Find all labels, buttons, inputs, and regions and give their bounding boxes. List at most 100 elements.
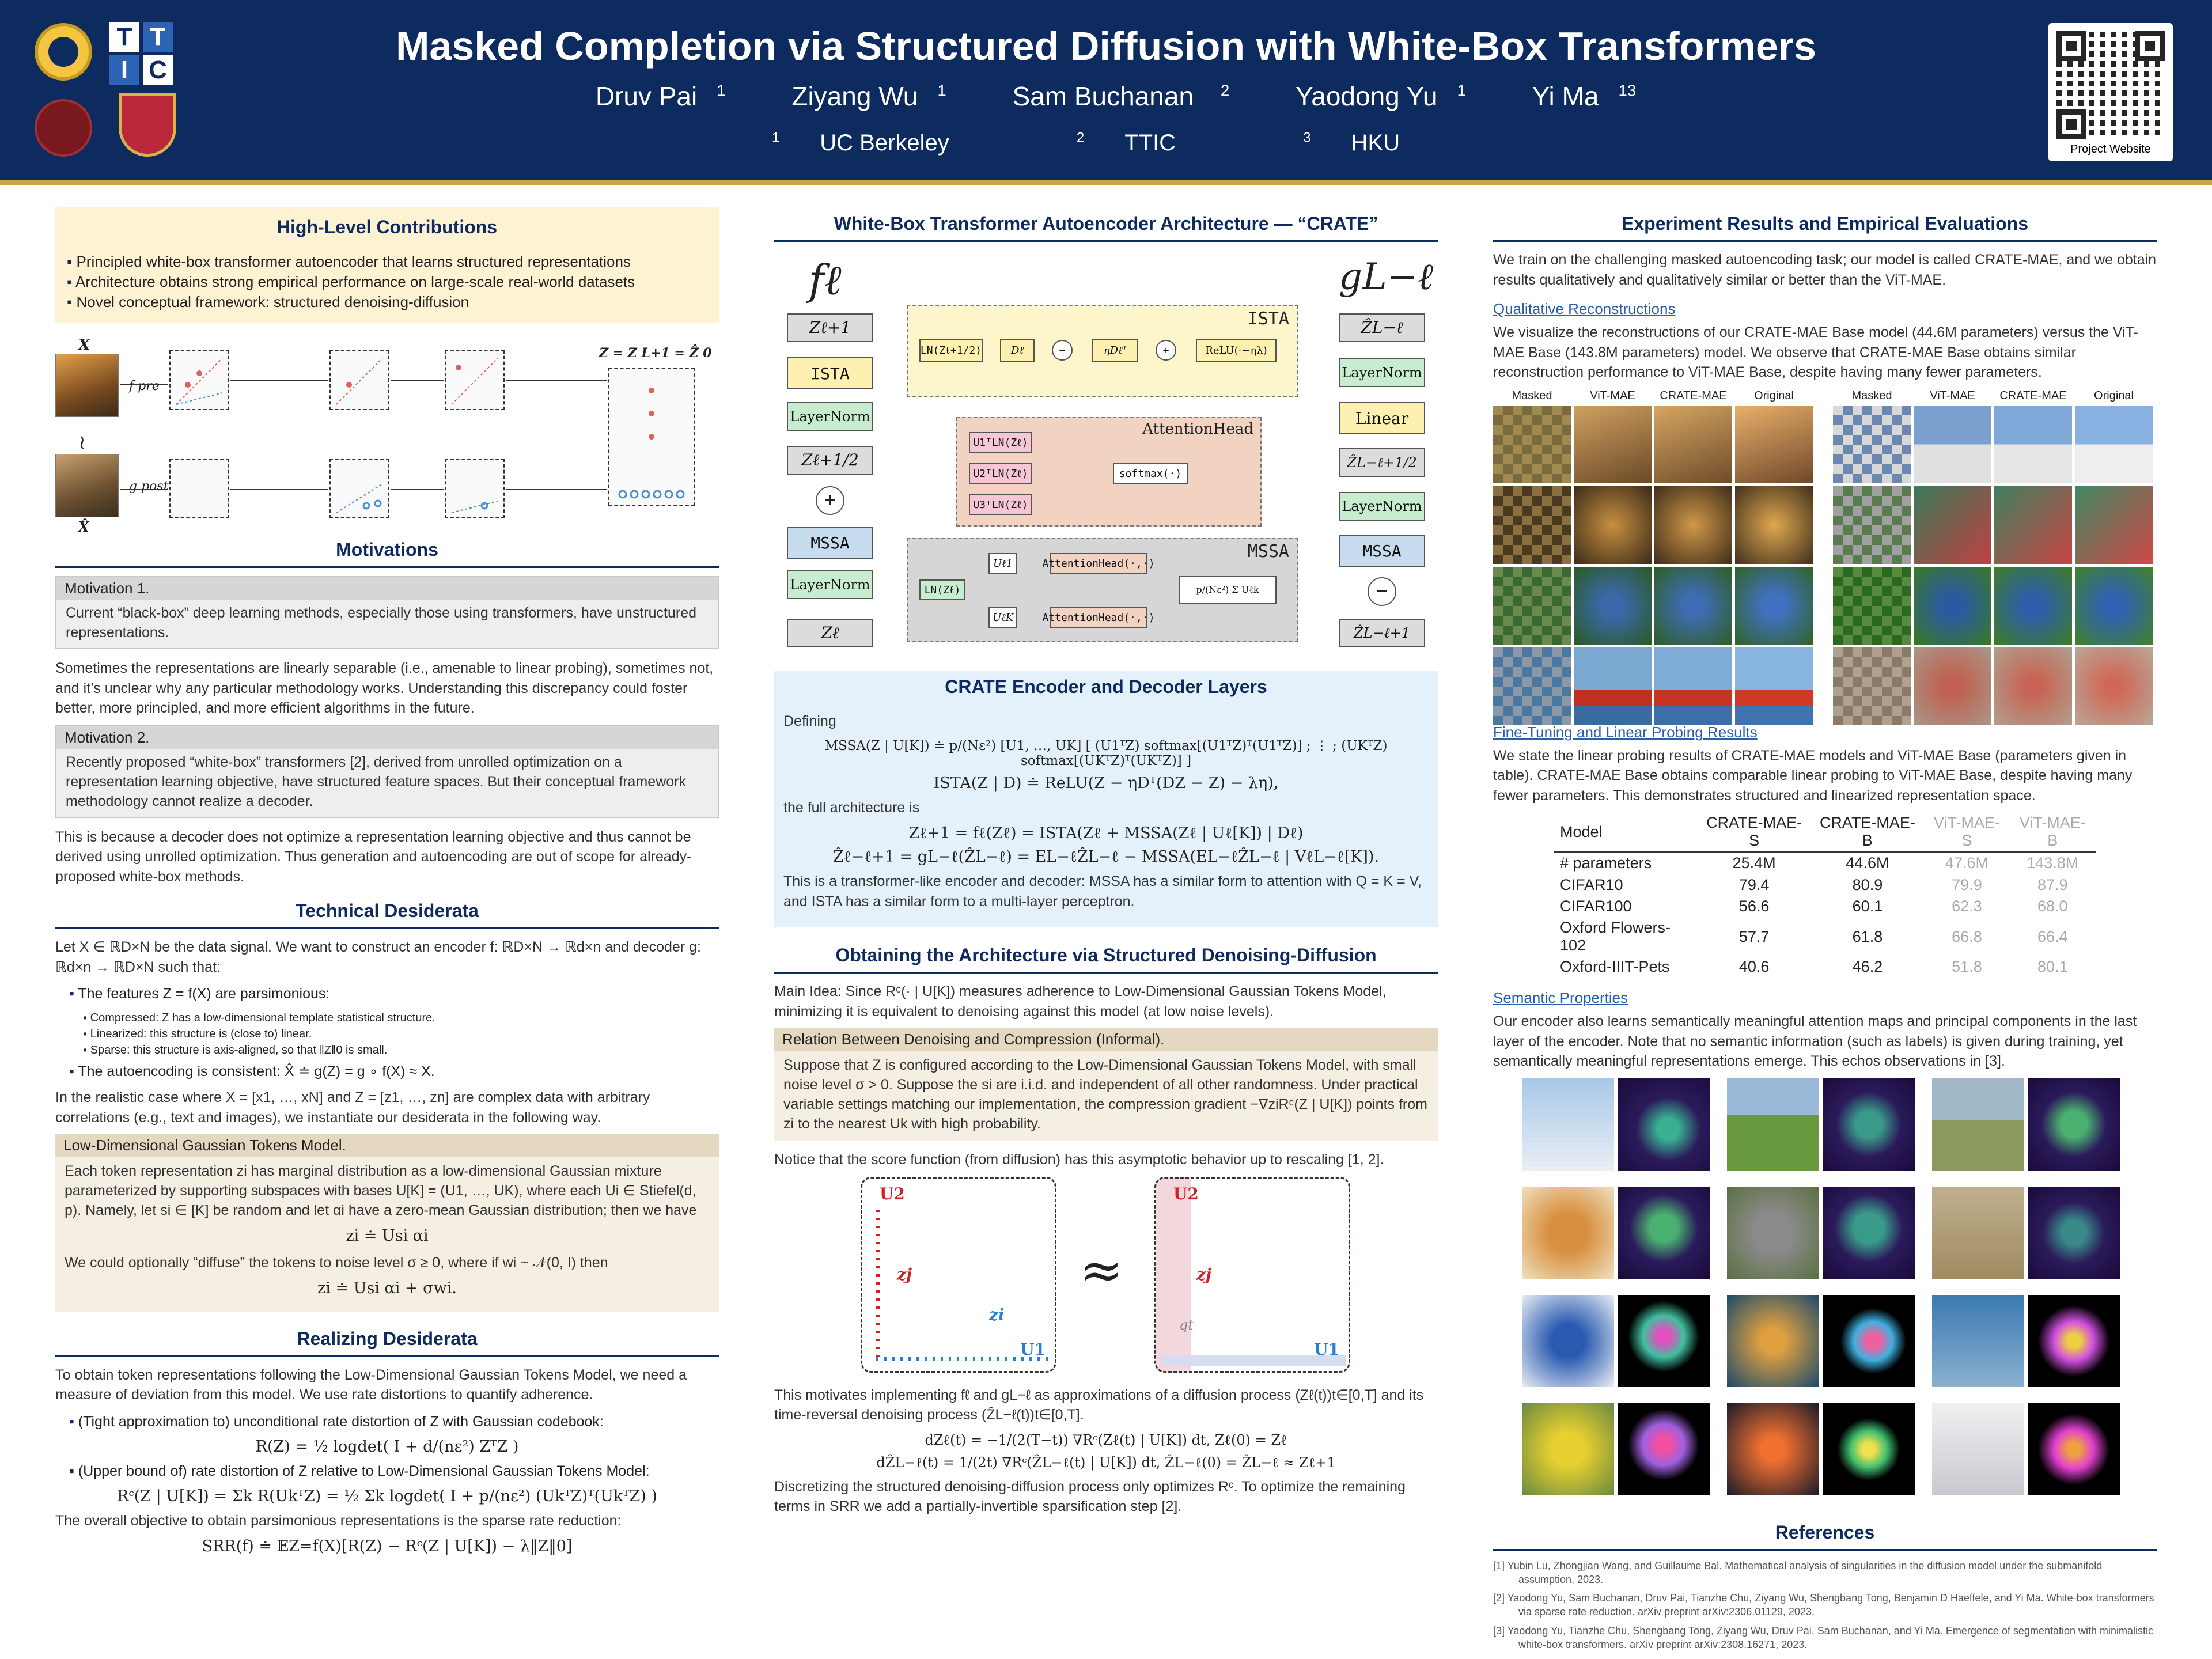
author: Druv Pai 1	[595, 81, 726, 111]
masked-image	[1493, 647, 1571, 725]
mssa-node: p/(Nε²) Σ Uℓk	[1179, 576, 1277, 604]
table-cell: 57.7	[1738, 927, 1770, 945]
list-item: Architecture obtains strong empirical pe…	[67, 272, 707, 292]
column-label: Masked	[1512, 389, 1552, 402]
table-header: CRATE-MAE-S	[1697, 812, 1811, 853]
table-cell: 44.6M	[1810, 852, 1925, 874]
list-item: The features Z = f(X) are parsimonious:	[69, 984, 719, 1004]
approx-symbol: ≈	[1080, 1240, 1123, 1301]
table-row: # parameters 25.4M 44.6M 47.6M 143.8M	[1554, 852, 2096, 874]
list-item: The autoencoding is consistent: X̂ ≐ g(Z…	[69, 1062, 719, 1082]
project-website-qr-code[interactable]: Project Website	[2048, 23, 2173, 161]
equation: R(Z) = ½ logdet( I + d/(nε²) ZᵀZ )	[255, 1437, 519, 1456]
lowdim-gaussian-box: Low-Dimensional Gaussian Tokens Model. E…	[55, 1134, 719, 1312]
u1-axis-points	[876, 1357, 1049, 1361]
fish-image	[1727, 1294, 1819, 1387]
table-header: ViT-MAE-B	[2009, 812, 2096, 853]
decoder-label: gL−ℓ	[1339, 256, 1433, 298]
layernorm-block: LayerNorm	[1339, 492, 1425, 521]
mssa-node: UℓK	[988, 607, 1017, 628]
section-title: References	[1493, 1516, 2157, 1551]
attention-node: U2ᵀLN(Zℓ)	[969, 463, 1032, 484]
ista-block: ISTA	[787, 357, 873, 389]
table-cell: 56.6	[1738, 897, 1770, 915]
attention-node: U3ᵀLN(Zℓ)	[969, 494, 1032, 515]
paragraph: This is a transformer-like encoder and d…	[783, 873, 1422, 910]
list-item: Linearized: this structure is (close to)…	[83, 1026, 719, 1042]
list-item: Novel conceptual framework: structured d…	[67, 292, 707, 312]
column-label: Original	[2094, 389, 2134, 402]
author: Sam Buchanan 2	[1012, 81, 1230, 111]
z-final-label: Z = Z L+1 = Ẑ 0	[599, 346, 712, 361]
table-cell: 47.6M	[1924, 852, 2010, 874]
linear-probing-table: Model CRATE-MAE-S CRATE-MAE-B ViT-MAE-S …	[1554, 812, 2096, 978]
feature-plot	[169, 350, 229, 411]
table-cell: 87.9	[2037, 876, 2068, 893]
author: Ziyang Wu 1	[791, 81, 946, 111]
masked-image	[1493, 486, 1571, 564]
feature-plot	[169, 459, 229, 519]
affiliation: 1 UC Berkeley	[771, 130, 949, 156]
original-image	[1735, 486, 1813, 564]
subsection-link[interactable]: Fine-Tuning and Linear Probing Results	[1493, 723, 1758, 741]
section-title: Motivations	[55, 533, 719, 569]
box-heading: Relation Between Denoising and Compressi…	[774, 1028, 1438, 1051]
header-divider	[0, 180, 2212, 185]
box-body: Current “black-box” deep learning method…	[56, 600, 718, 649]
zhat-half-block: ẐL−ℓ+1/2	[1339, 448, 1425, 477]
motivation-2-box: Motivation 2. Recently proposed “white-b…	[55, 725, 719, 818]
mssa-node: AttentionHead(·,·)	[1042, 553, 1155, 574]
u2-axis-points	[876, 1207, 880, 1357]
zi-label: zi	[989, 1305, 1005, 1324]
qr-label: Project Website	[2070, 143, 2151, 156]
mssa-node: LN(Zℓ)	[919, 579, 965, 600]
contributions-box: High-Level Contributions Principled whit…	[55, 207, 719, 323]
u2-label: U2	[880, 1184, 905, 1203]
poster-header: T T I C Masked Completion via Structured…	[0, 0, 2212, 180]
layernorm-block: LayerNorm	[787, 570, 873, 599]
attention-head-panel: AttentionHead U1ᵀLN(Zℓ) U2ᵀLN(Zℓ) U3ᵀLN(…	[956, 417, 1262, 527]
density-band	[1162, 1354, 1346, 1366]
author: Yi Ma 13	[1532, 81, 1637, 111]
equation: zi ≐ Usi αi + σwi.	[317, 1279, 457, 1297]
ista-node: ηDℓᵀ	[1092, 339, 1138, 362]
box-text: We could optionally “diffuse” the tokens…	[65, 1255, 608, 1271]
original-image	[1735, 647, 1813, 725]
compression-gradient-plot: U2 zj zi U1	[861, 1176, 1056, 1373]
section-title: Realizing Desiderata	[55, 1323, 719, 1357]
paragraph: Discretizing the structured denoising-di…	[774, 1478, 1406, 1515]
panel-label: MSSA	[1247, 541, 1289, 562]
ista-node: +	[1156, 340, 1176, 361]
ttic-letter: T	[109, 22, 139, 52]
paragraph: In the realistic case where X = [x1, …, …	[55, 1089, 650, 1126]
subsection-link[interactable]: Qualitative Reconstructions	[1493, 300, 1676, 317]
fpre-label: f pre	[129, 379, 160, 394]
koala-image	[1727, 1186, 1819, 1279]
approx-symbol: ≀	[78, 431, 86, 454]
table-row: Oxford-IIIT-Pets 40.6 46.2 51.8 80.1	[1554, 956, 2096, 978]
paragraph: Notice that the score function (from dif…	[774, 1152, 1384, 1168]
attention-map	[2028, 1078, 2120, 1171]
affiliation: 3 HKU	[1303, 130, 1400, 156]
subsection-link[interactable]: Semantic Properties	[1493, 989, 1628, 1006]
table-cell: Oxford Flowers-102	[1560, 919, 1671, 954]
table-cell: Oxford-IIIT-Pets	[1560, 958, 1670, 975]
equation: ISTA(Z | D) ≐ ReLU(Z − ηDᵀ(DZ − Z) − λη)…	[933, 774, 1279, 792]
table-cell: 40.6	[1738, 958, 1770, 975]
original-image	[1735, 405, 1813, 483]
feature-plot	[445, 459, 505, 519]
column-right: Experiment Results and Empirical Evaluat…	[1493, 207, 2157, 1650]
panel-label: ISTA	[1247, 309, 1289, 329]
table-cell: 80.1	[2037, 958, 2068, 975]
reference-item: [3] Yaodong Yu, Tianzhe Chu, Shengbang T…	[1493, 1624, 2154, 1650]
table-cell: 66.4	[2037, 927, 2068, 945]
section-title: High-Level Contributions	[276, 217, 498, 237]
cow-image	[1727, 1078, 1819, 1171]
equation: MSSA(Z | U[K]) ≐ p/(Nε²) [U1, …, UK] [ (…	[824, 738, 1388, 768]
box-text: Each token representation zi has margina…	[65, 1163, 697, 1219]
ista-node: −	[1052, 340, 1073, 361]
equation: Zℓ+1 = fℓ(Zℓ) = ISTA(Zℓ + MSSA(Zℓ | Uℓ[K…	[908, 824, 1304, 842]
desiderata-list: The autoencoding is consistent: X̂ ≐ g(Z…	[69, 1062, 719, 1082]
horse-image	[1932, 1078, 2024, 1171]
section-title: Experiment Results and Empirical Evaluat…	[1493, 207, 2157, 242]
